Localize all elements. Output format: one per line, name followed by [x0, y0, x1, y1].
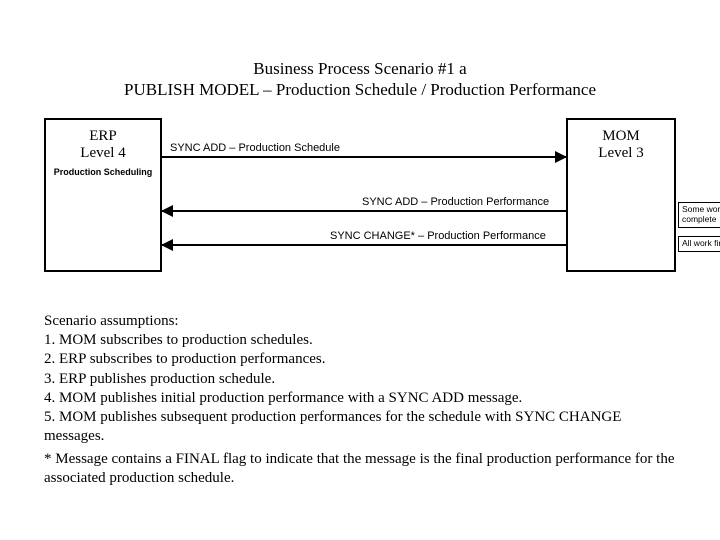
callout-all-finished: All work finished — [678, 236, 720, 252]
arrow-label-3: SYNC CHANGE* – Production Performance — [330, 230, 546, 242]
arrow-sync-change-performance — [162, 244, 566, 246]
assumption-line: 4. MOM publishes initial production perf… — [44, 389, 676, 408]
mom-box-line1: MOM — [568, 128, 674, 145]
mom-box-line2: Level 3 — [568, 145, 674, 162]
callout-some-work: Some work complete — [678, 202, 720, 228]
assumption-line: 2. ERP subscribes to production performa… — [44, 350, 676, 369]
erp-box: ERP Level 4 Production Scheduling — [44, 118, 162, 272]
erp-box-line1: ERP — [46, 128, 160, 145]
arrow-sync-add-performance — [162, 210, 566, 212]
erp-box-line2: Level 4 — [46, 145, 160, 162]
arrowhead-right-icon — [555, 151, 567, 163]
erp-box-sub: Production Scheduling — [46, 167, 160, 177]
assumption-line: 1. MOM subscribes to production schedule… — [44, 331, 676, 350]
title-line2: PUBLISH MODEL – Production Schedule / Pr… — [0, 79, 720, 100]
footnote: * Message contains a FINAL flag to indic… — [44, 450, 676, 488]
arrowhead-left-icon — [161, 205, 173, 217]
title-line1: Business Process Scenario #1 a — [0, 58, 720, 79]
arrow-label-2: SYNC ADD – Production Performance — [362, 196, 549, 208]
assumptions-heading: Scenario assumptions: — [44, 312, 676, 331]
arrow-sync-add-schedule — [162, 156, 566, 158]
title-block: Business Process Scenario #1 a PUBLISH M… — [0, 58, 720, 101]
arrowhead-left-icon — [161, 239, 173, 251]
assumption-line: 3. ERP publishes production schedule. — [44, 370, 676, 389]
assumption-line: 5. MOM publishes subsequent production p… — [44, 408, 676, 446]
arrow-zone: SYNC ADD – Production Schedule SYNC ADD … — [162, 118, 566, 272]
diagram: ERP Level 4 Production Scheduling MOM Le… — [44, 118, 676, 278]
assumptions-block: Scenario assumptions: 1. MOM subscribes … — [44, 312, 676, 446]
mom-box: MOM Level 3 — [566, 118, 676, 272]
arrow-label-1: SYNC ADD – Production Schedule — [170, 142, 340, 154]
